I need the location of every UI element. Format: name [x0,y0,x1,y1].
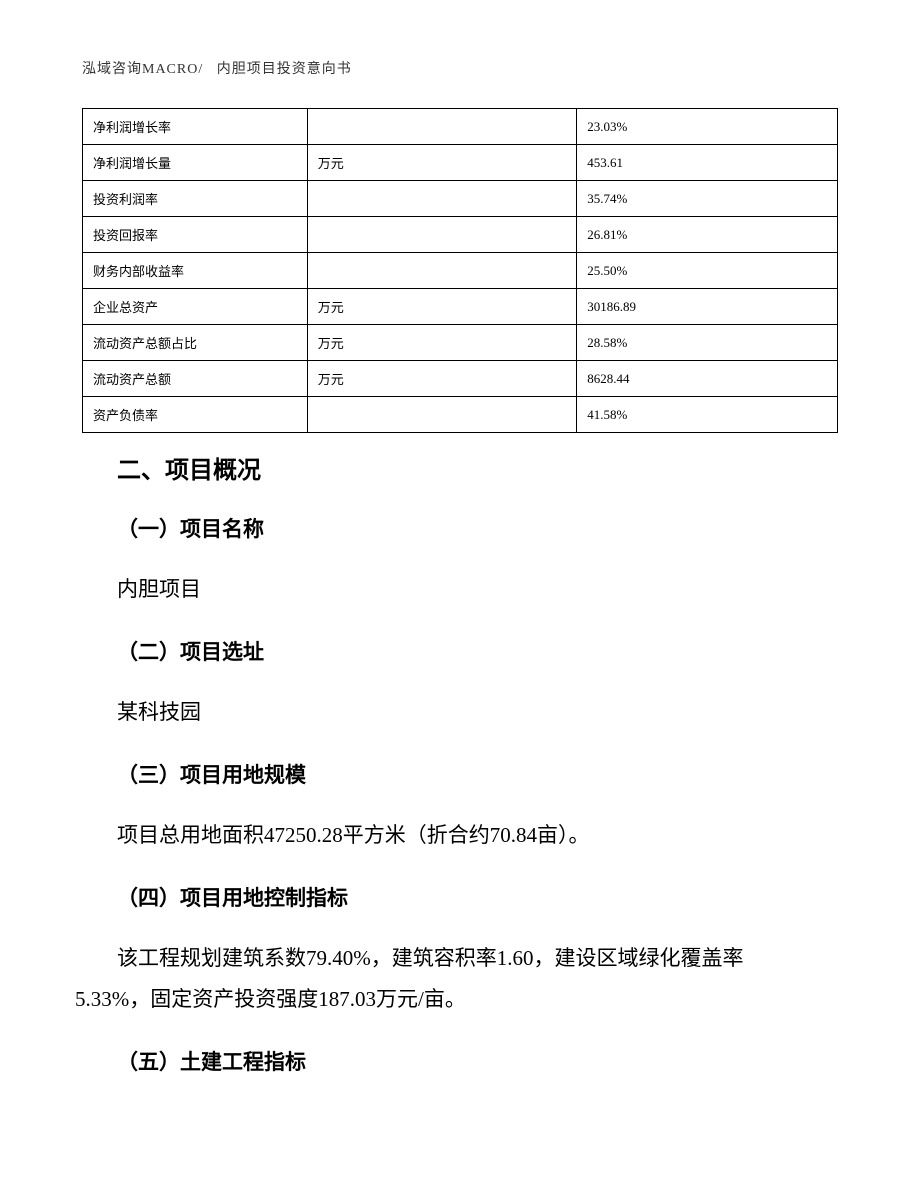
cell-unit: 万元 [307,289,577,325]
cell-label: 净利润增长量 [83,145,308,181]
table-row: 资产负债率 41.58% [83,397,838,433]
cell-unit [307,181,577,217]
cell-unit [307,253,577,289]
sub-title-4: （四）项目用地控制指标 [117,882,805,912]
table-row: 企业总资产 万元 30186.89 [83,289,838,325]
cell-label: 净利润增长率 [83,109,308,145]
cell-value: 28.58% [577,325,838,361]
body-text-2: 某科技园 [117,692,805,733]
cell-value: 26.81% [577,217,838,253]
cell-value: 453.61 [577,145,838,181]
sub-title-1: （一）项目名称 [117,513,805,543]
cell-label: 投资利润率 [83,181,308,217]
cell-unit [307,217,577,253]
cell-value: 41.58% [577,397,838,433]
cell-unit [307,109,577,145]
cell-value: 30186.89 [577,289,838,325]
cell-label: 企业总资产 [83,289,308,325]
cell-unit: 万元 [307,145,577,181]
cell-unit: 万元 [307,325,577,361]
cell-label: 资产负债率 [83,397,308,433]
table-row: 投资利润率 35.74% [83,181,838,217]
financial-table: 净利润增长率 23.03% 净利润增长量 万元 453.61 投资利润率 35.… [82,108,838,433]
content-body: 二、项目概况 （一）项目名称 内胆项目 （二）项目选址 某科技园 （三）项目用地… [117,450,805,1102]
body-text-3: 项目总用地面积47250.28平方米（折合约70.84亩）。 [117,815,805,856]
cell-label: 投资回报率 [83,217,308,253]
cell-label: 流动资产总额占比 [83,325,308,361]
table-row: 净利润增长量 万元 453.61 [83,145,838,181]
section-main-title: 二、项目概况 [117,450,805,485]
header-company: 泓域咨询MACRO/ [82,62,203,77]
table-row: 流动资产总额占比 万元 28.58% [83,325,838,361]
table-row: 净利润增长率 23.03% [83,109,838,145]
cell-value: 25.50% [577,253,838,289]
table-row: 投资回报率 26.81% [83,217,838,253]
body-text-4: 该工程规划建筑系数79.40%，建筑容积率1.60，建设区域绿化覆盖率5.33%… [75,938,805,1020]
sub-title-2: （二）项目选址 [117,636,805,666]
table-row: 流动资产总额 万元 8628.44 [83,361,838,397]
cell-unit [307,397,577,433]
cell-unit: 万元 [307,361,577,397]
table-row: 财务内部收益率 25.50% [83,253,838,289]
header-doc-title: 内胆项目投资意向书 [217,62,352,77]
cell-value: 23.03% [577,109,838,145]
cell-value: 8628.44 [577,361,838,397]
body-text-1: 内胆项目 [117,569,805,610]
cell-label: 财务内部收益率 [83,253,308,289]
sub-title-3: （三）项目用地规模 [117,759,805,789]
page-header: 泓域咨询MACRO/ 内胆项目投资意向书 [82,58,352,78]
cell-value: 35.74% [577,181,838,217]
cell-label: 流动资产总额 [83,361,308,397]
sub-title-5: （五）土建工程指标 [117,1046,805,1076]
